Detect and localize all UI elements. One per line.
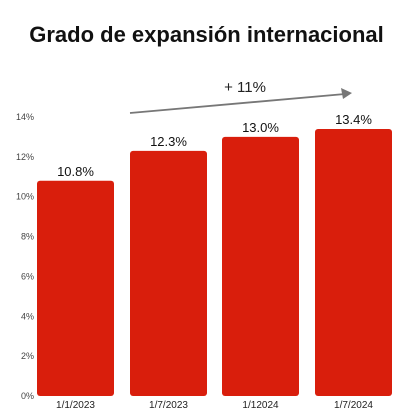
bars: 10.8% 12.3% 13.0% 13.4% bbox=[37, 112, 392, 396]
data-label: 13.4% bbox=[335, 112, 372, 127]
x-axis-labels: 1/1/2023 1/7/2023 1/12024 1/7/2024 bbox=[56, 400, 373, 411]
y-tick-label: 2% bbox=[21, 351, 34, 361]
trend-arrow-head bbox=[341, 88, 352, 99]
bar bbox=[222, 136, 299, 396]
category-label: 1/7/2024 bbox=[334, 400, 373, 411]
y-tick-label: 4% bbox=[21, 311, 34, 321]
data-label: 12.3% bbox=[150, 134, 187, 149]
y-axis: 0% 2% 4% 6% 8% 10% 12% 14% bbox=[16, 112, 34, 401]
data-label: 13.0% bbox=[242, 120, 279, 135]
trend-arrow-line bbox=[129, 93, 346, 114]
category-label: 1/12024 bbox=[242, 400, 279, 411]
bar bbox=[37, 180, 114, 396]
trend-annotation-label: + 11% bbox=[224, 79, 266, 96]
bar bbox=[130, 150, 207, 396]
y-tick-label: 6% bbox=[21, 271, 34, 281]
chart-title: Grado de expansión internacional bbox=[29, 22, 384, 47]
category-label: 1/1/2023 bbox=[56, 400, 95, 411]
y-tick-label: 14% bbox=[16, 112, 34, 122]
category-label: 1/7/2023 bbox=[149, 400, 188, 411]
trend-annotation: + 11% bbox=[129, 79, 352, 114]
y-tick-label: 0% bbox=[21, 391, 34, 401]
bar bbox=[315, 128, 392, 396]
y-tick-label: 12% bbox=[16, 152, 34, 162]
y-tick-label: 8% bbox=[21, 232, 34, 242]
data-label: 10.8% bbox=[57, 164, 94, 179]
y-tick-label: 10% bbox=[16, 192, 34, 202]
